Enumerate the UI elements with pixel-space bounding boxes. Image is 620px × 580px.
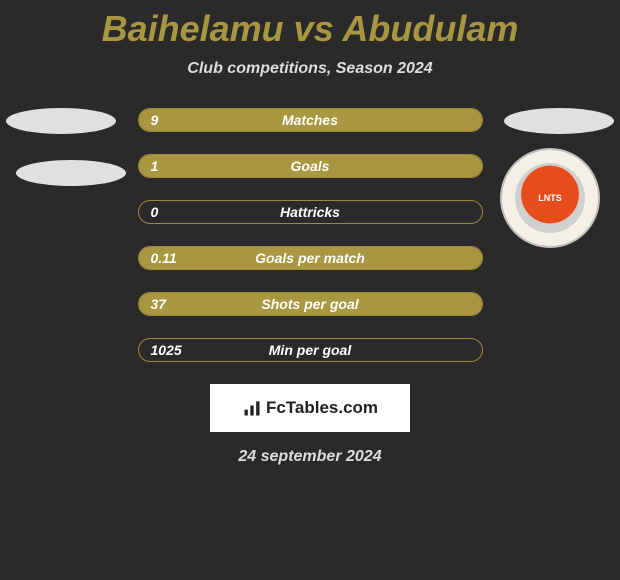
stat-bars: 9 Matches 1 Goals 0 Hattricks 0.11 Goals…: [138, 108, 483, 362]
brand-box: FcTables.com: [210, 384, 410, 432]
stat-bar-hattricks: 0 Hattricks: [138, 200, 483, 224]
stats-area: 9 Matches 1 Goals 0 Hattricks 0.11 Goals…: [0, 108, 620, 362]
chart-icon: [242, 398, 262, 418]
silhouette-ellipse: [6, 108, 116, 134]
stat-bar-goals-per-match: 0.11 Goals per match: [138, 246, 483, 270]
stat-value: 1025: [151, 342, 182, 358]
subtitle: Club competitions, Season 2024: [187, 60, 432, 78]
stat-label: Shots per goal: [261, 296, 358, 312]
stat-label: Goals per match: [255, 250, 365, 266]
stat-label: Matches: [282, 112, 338, 128]
stat-bar-goals: 1 Goals: [138, 154, 483, 178]
footer-date: 24 september 2024: [238, 448, 381, 466]
silhouette-ellipse: [16, 160, 126, 186]
club-badge-inner: LNTS: [515, 163, 585, 233]
brand-text: FcTables.com: [266, 398, 378, 418]
page-title: Baihelamu vs Abudulam: [102, 8, 519, 50]
stat-value: 37: [151, 296, 167, 312]
stat-bar-shots-per-goal: 37 Shots per goal: [138, 292, 483, 316]
stat-bar-matches: 9 Matches: [138, 108, 483, 132]
stat-value: 0: [151, 204, 159, 220]
stat-label: Goals: [291, 158, 330, 174]
stat-value: 1: [151, 158, 159, 174]
stat-label: Hattricks: [280, 204, 340, 220]
stat-bar-min-per-goal: 1025 Min per goal: [138, 338, 483, 362]
club-badge: LNTS: [500, 148, 600, 248]
club-badge-text: LNTS: [538, 193, 562, 203]
silhouette-ellipse: [504, 108, 614, 134]
stat-value: 0.11: [151, 250, 177, 266]
stat-label: Min per goal: [269, 342, 351, 358]
stat-value: 9: [151, 112, 159, 128]
